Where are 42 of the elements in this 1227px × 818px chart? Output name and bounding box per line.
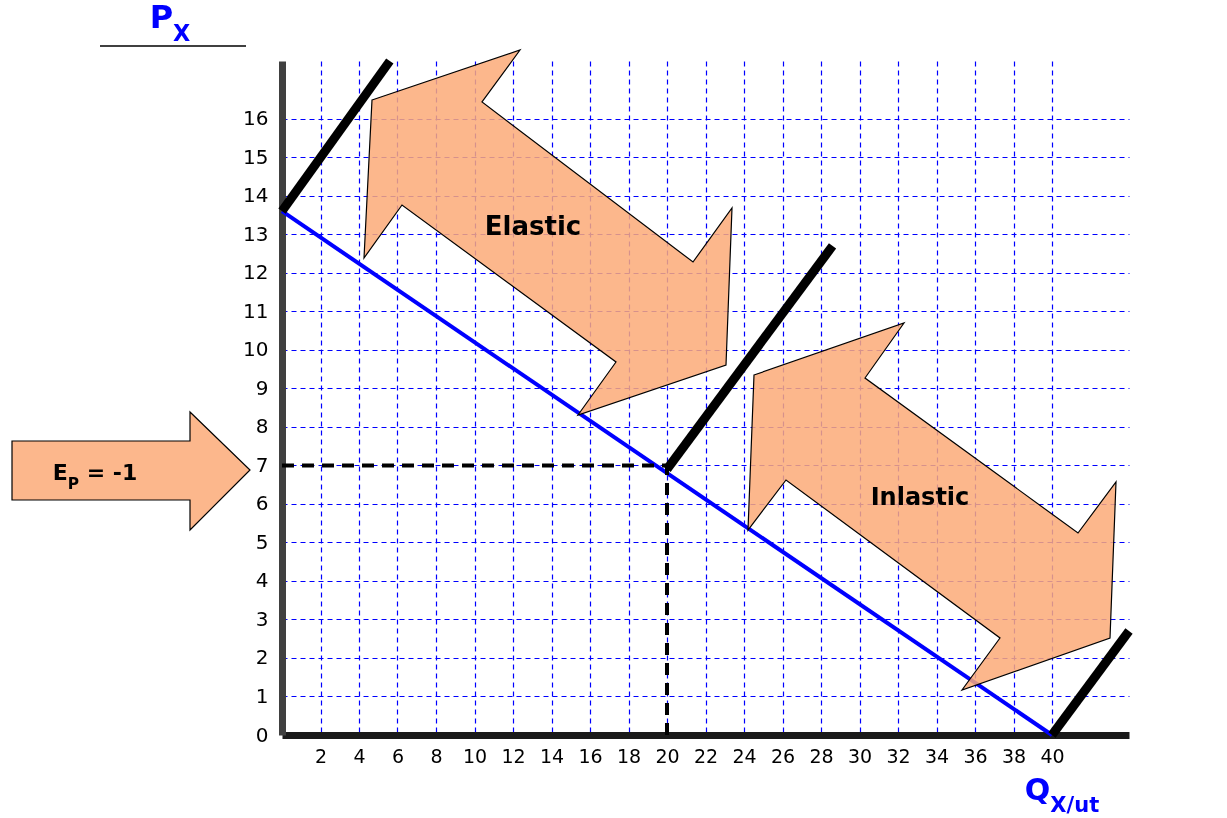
y-tick-label: 7 [255,452,269,477]
x-tick-label: 24 [732,744,757,767]
y-tick-label: 5 [255,529,269,554]
x-tick-label: 10 [462,744,488,767]
x-tick-label: 40 [1040,744,1065,767]
y-tick-label: 1 [255,683,269,708]
x-tick-label: 30 [847,744,873,767]
y-tick-label: 4 [255,568,269,593]
y-tick-label: 3 [255,606,269,631]
x-tick-label: 16 [578,744,603,767]
x-tick-label: 36 [963,744,988,767]
x-tick-label: 18 [616,744,642,767]
y-tick-label: 2 [255,645,269,670]
x-tick-label: 28 [809,744,834,767]
y-axis-title: P$_{X}$ [149,0,191,46]
x-tick-label: 22 [693,744,719,767]
x-tick-label: 34 [924,744,950,767]
annotation: Inlastic [870,483,970,511]
x-tick-label: 20 [655,744,680,767]
text: E$_{P}$ = -1 [52,460,138,493]
x-tick-label: 6 [391,744,405,767]
x-tick-label: 2 [314,744,328,767]
y-tick-label: 13 [243,221,269,246]
y-tick-label: 0 [255,722,269,747]
x-tick-label: 12 [501,744,526,767]
y-tick-label: 10 [243,337,269,362]
y-tick-label: 6 [255,491,269,516]
x-tick-label: 4 [353,744,366,767]
x-tick-label: 26 [770,744,796,767]
y-tick-label: 16 [243,106,269,131]
annotation: Elastic [484,211,582,241]
x-tick-label: 8 [430,744,443,767]
y-tick-label: 14 [243,183,269,208]
y-tick-label: 9 [255,375,269,400]
x-tick-label: 38 [1001,744,1027,767]
x-tick-label: 32 [886,744,911,767]
y-tick-label: 11 [243,298,269,323]
y-tick-label: 15 [243,144,269,169]
x-axis-title: Q$_{X/ut}$ [1024,772,1100,817]
y-tick-label: 12 [243,260,269,285]
y-tick-label: 8 [255,414,269,439]
x-tick-label: 14 [539,744,565,767]
